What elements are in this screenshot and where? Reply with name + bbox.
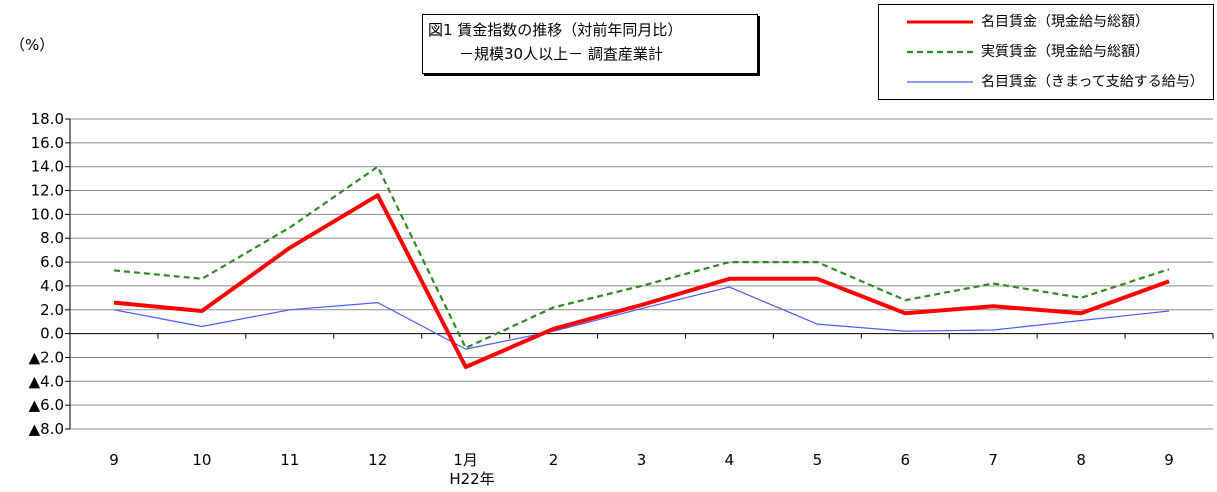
x-tick-label: 8 <box>1076 451 1086 469</box>
y-tick-label: 8.0 <box>40 229 64 247</box>
legend-swatch-solid-thin <box>907 81 973 83</box>
x-tick-labels: 9 10 11 12 1月 2 3 4 5 6 7 8 9 <box>109 451 1174 469</box>
x-tick-label: 9 <box>109 451 119 469</box>
legend: 名目賃金（現金給与総額） 実質賃金（現金給与総額） 名目賃金（きまって支給する給… <box>878 4 1214 100</box>
x-tick-label: 6 <box>900 451 910 469</box>
legend-swatch-solid-thick <box>907 20 973 24</box>
y-tick-label: ▲6.0 <box>29 396 64 414</box>
chart-title: 図1 賃金指数の推移（対前年同月比） －規模30人以上－ 調査産業計 <box>422 14 758 74</box>
y-tick-label: ▲4.0 <box>29 372 64 390</box>
unit-label: （%） <box>10 36 55 54</box>
series-real-total <box>113 165 1170 349</box>
x-tick-label: 10 <box>192 451 211 469</box>
x-tick-label: 9 <box>1164 451 1174 469</box>
x-tick-label: 2 <box>549 451 559 469</box>
legend-label: 実質賃金（現金給与総額） <box>981 44 1149 60</box>
axes <box>65 118 1214 430</box>
x-tick-label: 3 <box>637 451 647 469</box>
x-tick-label: 7 <box>988 451 998 469</box>
y-tick-label: 16.0 <box>31 134 64 152</box>
y-tick-label: 0.0 <box>40 325 64 343</box>
y-tick-label: ▲2.0 <box>29 348 64 366</box>
legend-item-nominal-total: 名目賃金（現金給与総額） <box>879 11 1209 33</box>
series-nominal-scheduled <box>113 286 1170 350</box>
legend-swatch-dashed <box>907 50 973 54</box>
series-lines <box>113 165 1170 369</box>
series-nominal-total <box>113 193 1170 369</box>
x-tick-label: 11 <box>280 451 299 469</box>
legend-item-real-total: 実質賃金（現金給与総額） <box>879 41 1209 63</box>
y-tick-label: 14.0 <box>31 158 64 176</box>
y-tick-label: 4.0 <box>40 277 64 295</box>
x-tick-label: 1月 <box>453 451 478 469</box>
chart-title-line2: －規模30人以上－ 調査産業計 <box>459 45 663 63</box>
y-tick-label: 6.0 <box>40 253 64 271</box>
grid-lines <box>70 118 1213 430</box>
y-tick-label: 12.0 <box>31 182 64 200</box>
y-tick-label: 18.0 <box>31 110 64 128</box>
x-tick-label: 5 <box>813 451 823 469</box>
y-tick-label: 2.0 <box>40 301 64 319</box>
y-tick-label: ▲8.0 <box>29 420 64 438</box>
y-tick-labels: 18.0 16.0 14.0 12.0 10.0 8.0 6.0 4.0 2.0 0.0 ▲2.0 ▲… <box>29 110 64 438</box>
legend-item-nominal-scheduled: 名目賃金（きまって支給する給与） <box>879 71 1209 93</box>
x-tick-label: 4 <box>725 451 735 469</box>
legend-label: 名目賃金（現金給与総額） <box>981 14 1149 30</box>
x-tick-label: 12 <box>368 451 387 469</box>
chart-title-line1: 図1 賃金指数の推移（対前年同月比） <box>428 21 683 39</box>
legend-label: 名目賃金（きまって支給する給与） <box>981 74 1204 90</box>
year-label: H22年 <box>449 470 494 488</box>
y-tick-label: 10.0 <box>31 205 64 223</box>
